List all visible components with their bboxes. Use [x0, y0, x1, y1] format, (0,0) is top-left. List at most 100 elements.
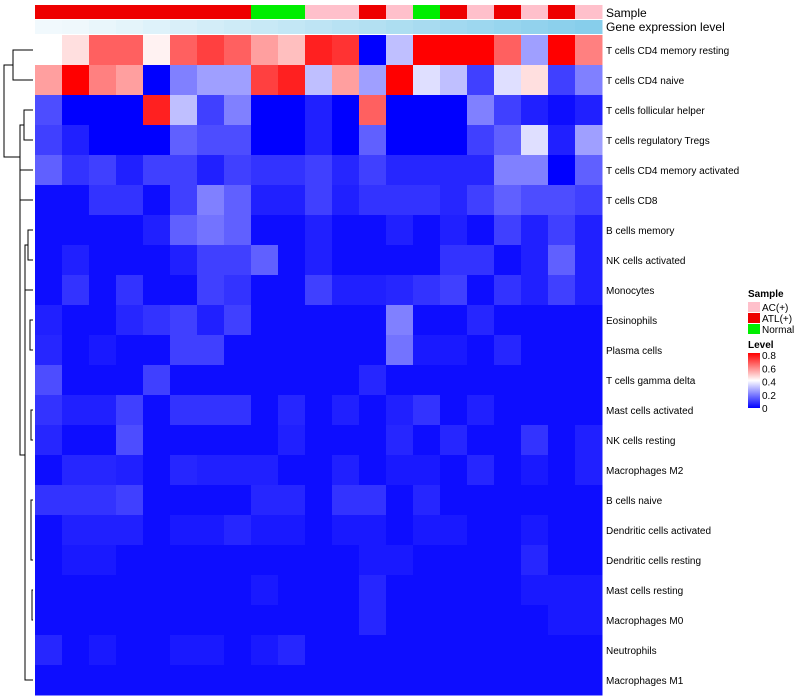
heatmap-cell: [143, 515, 171, 546]
heatmap-cell: [170, 185, 198, 216]
sample-annotation-cell: [521, 5, 549, 19]
heatmap-cell: [197, 125, 225, 156]
heatmap-cell: [170, 545, 198, 576]
heatmap-cell: [197, 515, 225, 546]
heatmap-cell: [62, 395, 90, 426]
legend-level-colorbar: [748, 353, 760, 408]
heatmap-cell: [440, 635, 468, 666]
heatmap-cell: [143, 185, 171, 216]
heatmap-cell: [278, 365, 306, 396]
heatmap-cell: [224, 605, 252, 636]
heatmap-cell: [197, 605, 225, 636]
heatmap-cell: [386, 395, 414, 426]
expression-level-annotation-cell: [116, 20, 144, 34]
heatmap-cell: [224, 305, 252, 336]
heatmap-cell: [332, 215, 360, 246]
heatmap-cell: [224, 575, 252, 606]
heatmap-cell: [224, 155, 252, 186]
expression-level-annotation-cell: [143, 20, 171, 34]
heatmap-cell: [521, 215, 549, 246]
heatmap-cell: [413, 545, 441, 576]
heatmap-cell: [251, 65, 279, 96]
row-label: Macrophages M1: [606, 676, 684, 687]
heatmap-cell: [494, 185, 522, 216]
heatmap-cell: [386, 485, 414, 516]
heatmap-cell: [494, 65, 522, 96]
heatmap-cell: [467, 215, 495, 246]
heatmap-cell: [62, 155, 90, 186]
heatmap-cell: [278, 155, 306, 186]
legend-level-tick: 0.6: [762, 364, 776, 375]
heatmap-cell: [521, 455, 549, 486]
heatmap-cell: [116, 185, 144, 216]
heatmap-cell: [35, 545, 63, 576]
heatmap-cell: [89, 575, 117, 606]
row-label: T cells regulatory Tregs: [606, 136, 710, 147]
heatmap-cell: [440, 185, 468, 216]
heatmap-cell: [440, 485, 468, 516]
heatmap-cell: [116, 485, 144, 516]
sample-annotation-cell: [359, 5, 387, 19]
heatmap-cell: [413, 95, 441, 126]
heatmap-cell: [62, 455, 90, 486]
sample-annotation-cell: [116, 5, 144, 19]
row-label: T cells gamma delta: [606, 376, 696, 387]
heatmap-cell: [116, 455, 144, 486]
heatmap-cell: [143, 635, 171, 666]
heatmap-cell: [467, 605, 495, 636]
heatmap-cell: [89, 455, 117, 486]
heatmap-cell: [278, 305, 306, 336]
heatmap-cell: [548, 485, 576, 516]
heatmap-cell: [89, 95, 117, 126]
heatmap-cell: [575, 545, 603, 576]
heatmap-cell: [359, 125, 387, 156]
sample-annotation-cell: [413, 5, 441, 19]
heatmap-cell: [575, 275, 603, 306]
row-label: Neutrophils: [606, 646, 657, 657]
dendrogram-branch: [23, 109, 33, 141]
heatmap-cell: [467, 335, 495, 366]
heatmap-cell: [278, 245, 306, 276]
heatmap-cell: [386, 215, 414, 246]
heatmap-cell: [386, 545, 414, 576]
heatmap-cell: [413, 365, 441, 396]
heatmap-cell: [251, 215, 279, 246]
sample-annotation-cell: [224, 5, 252, 19]
heatmap-cell: [548, 275, 576, 306]
heatmap-cell: [143, 335, 171, 366]
heatmap-cell: [278, 575, 306, 606]
heatmap-cell: [521, 35, 549, 66]
heatmap-cell: [332, 605, 360, 636]
heatmap-cell: [224, 485, 252, 516]
expression-level-annotation-cell: [170, 20, 198, 34]
heatmap-cell: [224, 65, 252, 96]
legend-level-tick: 0.8: [762, 351, 776, 362]
heatmap-cell: [467, 545, 495, 576]
heatmap-cell: [440, 455, 468, 486]
heatmap-cell: [413, 275, 441, 306]
heatmap-cell: [62, 365, 90, 396]
heatmap-cell: [305, 365, 333, 396]
heatmap-cell: [224, 95, 252, 126]
heatmap-cell: [251, 185, 279, 216]
heatmap-cell: [386, 185, 414, 216]
heatmap-cell: [494, 455, 522, 486]
heatmap-cell: [413, 425, 441, 456]
heatmap-cell: [170, 155, 198, 186]
heatmap-cell: [35, 575, 63, 606]
heatmap-cell: [305, 215, 333, 246]
heatmap-cell: [35, 455, 63, 486]
heatmap-cell: [251, 335, 279, 366]
sample-annotation-cell: [62, 5, 90, 19]
heatmap-cell: [332, 365, 360, 396]
heatmap-cell: [359, 635, 387, 666]
heatmap-cell: [143, 275, 171, 306]
heatmap-cell: [89, 245, 117, 276]
heatmap-cell: [413, 125, 441, 156]
heatmap-cell: [494, 125, 522, 156]
heatmap-cell: [251, 455, 279, 486]
heatmap-cell: [359, 395, 387, 426]
legend-sample-swatch: [748, 313, 760, 323]
row-label: T cells CD8: [606, 196, 658, 207]
heatmap-cell: [332, 485, 360, 516]
